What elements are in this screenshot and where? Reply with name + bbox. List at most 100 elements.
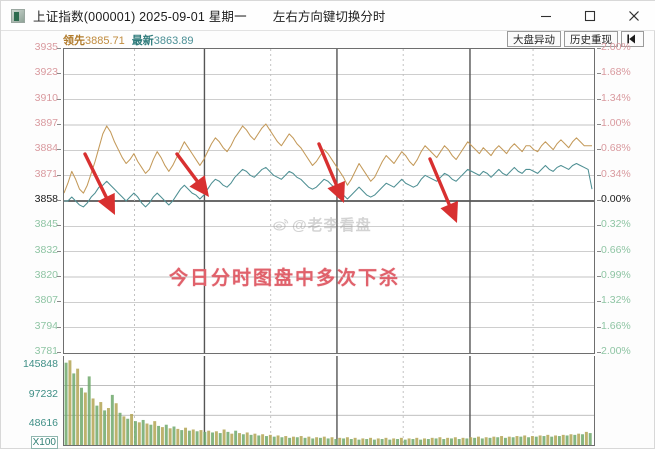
volume-bar (419, 439, 423, 445)
volume-bar (180, 430, 184, 445)
volume-bar (442, 439, 446, 445)
price-tick-6: 3858 (34, 193, 58, 205)
price-tick-9: 3820 (34, 269, 58, 281)
volume-bar (276, 435, 280, 445)
percent-tick-mark-4 (597, 149, 601, 151)
volume-bar (311, 438, 315, 445)
weibo-icon (273, 219, 289, 231)
watermark-text: @老李看盘 (292, 217, 372, 234)
volume-bar (133, 421, 137, 445)
volume-bar (407, 438, 411, 445)
price-series-0 (64, 123, 592, 194)
price-tick-11: 3794 (34, 319, 58, 332)
volume-bar (160, 427, 164, 445)
volume-bar (530, 436, 534, 445)
percent-tick-5: 0.34% (601, 167, 631, 180)
volume-bar (550, 436, 554, 445)
volume-bar (446, 437, 450, 445)
rewind-icon[interactable] (621, 31, 644, 47)
price-tick-mark-10 (57, 301, 61, 303)
history-replay-button[interactable]: 历史重现 (564, 31, 618, 47)
volume-bar (423, 438, 426, 445)
price-tick-5: 3871 (34, 167, 58, 180)
percent-tick-mark-10 (597, 301, 601, 303)
volume-bar (284, 436, 288, 445)
volume-bar (218, 433, 222, 445)
percent-tick-1: 1.68% (601, 66, 631, 79)
volume-bar (461, 437, 465, 445)
volume-bar (484, 437, 488, 445)
volume-bar (95, 405, 99, 445)
volume-bar (153, 421, 157, 445)
volume-bar (369, 437, 373, 445)
volume-bar (122, 416, 126, 445)
volume-bar (469, 437, 473, 445)
volume-bar (268, 434, 272, 445)
volume-bar (507, 436, 511, 445)
volume-bar (157, 425, 161, 445)
price-tick-mark-9 (57, 276, 61, 277)
volume-bar (68, 360, 72, 445)
volume-bar (457, 439, 461, 445)
price-tick-mark-1 (57, 73, 61, 75)
volume-bar (72, 373, 76, 445)
volume-tick-1: 97232 (28, 387, 58, 400)
market-movement-button[interactable]: 大盘异动 (507, 31, 561, 47)
percent-tick-mark-11 (597, 326, 601, 328)
volume-bar (376, 438, 380, 445)
volume-bar (565, 435, 569, 445)
volume-bar (76, 368, 80, 445)
volume-bar (241, 434, 245, 445)
volume-chart[interactable] (63, 356, 595, 446)
volume-bar (299, 436, 303, 445)
volume-chart-canvas (64, 356, 594, 445)
volume-bar (291, 436, 295, 445)
volume-bar (361, 438, 365, 445)
volume-bar (230, 433, 234, 445)
volume-bar (384, 437, 388, 445)
volume-bar (438, 437, 442, 445)
chart-toolbar: 大盘异动 历史重现 (504, 31, 644, 47)
percent-tick-mark-5 (597, 174, 601, 176)
volume-bar (106, 408, 110, 445)
volume-tick-2: 48616 (28, 417, 58, 430)
volume-bar (569, 434, 573, 445)
price-tick-mark-7 (57, 225, 61, 227)
volume-bar (396, 439, 399, 445)
volume-bar (272, 436, 276, 445)
volume-bar (330, 437, 334, 445)
percent-tick-mark-1 (597, 73, 601, 75)
price-tick-mark-0 (57, 48, 61, 49)
volume-bar (546, 434, 550, 445)
percent-tick-12: 2.00% (601, 345, 631, 357)
volume-bar (542, 436, 546, 445)
intraday-price-chart[interactable] (63, 48, 595, 354)
volume-bar (130, 413, 134, 445)
keyboard-hint: 左右方向键切换分时 (272, 10, 386, 24)
maximize-button[interactable] (568, 1, 612, 31)
quote-values: 领先3885.71 最新3863.89 (63, 32, 194, 48)
price-tick-mark-12 (57, 352, 61, 353)
percent-tick-2: 1.34% (601, 91, 631, 104)
minimize-button[interactable] (524, 1, 568, 31)
volume-bar (253, 433, 257, 445)
volume-bar (103, 410, 107, 445)
volume-bar (83, 392, 87, 445)
volume-bar (415, 437, 419, 445)
volume-bar (511, 437, 515, 445)
volume-bar (99, 402, 103, 445)
volume-bar (450, 438, 453, 445)
volume-bar (199, 430, 203, 445)
percent-tick-mark-6 (597, 200, 601, 201)
volume-bar (503, 437, 507, 445)
lead-value: 3885.71 (85, 35, 125, 47)
close-button[interactable] (612, 1, 655, 31)
volume-bar (145, 423, 149, 445)
volume-bar (345, 437, 349, 445)
price-tick-2: 3910 (34, 91, 58, 104)
volume-bar (245, 432, 249, 445)
volume-bar (465, 438, 469, 445)
price-tick-mark-8 (57, 250, 61, 252)
volume-bar (492, 436, 496, 445)
